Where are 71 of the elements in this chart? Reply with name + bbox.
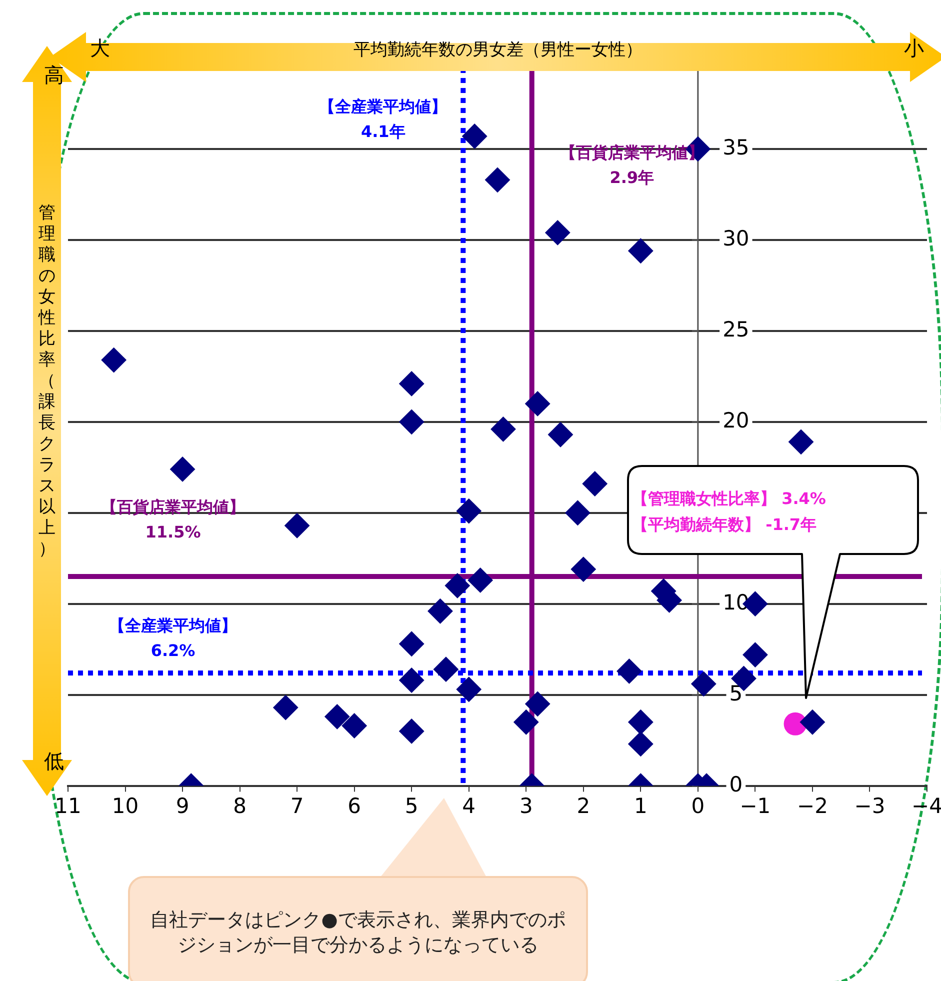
point xyxy=(399,409,424,434)
point xyxy=(800,710,825,735)
text: 管理職の女性比率（課長クラス以上） xyxy=(38,203,56,559)
point xyxy=(691,671,716,696)
point xyxy=(545,220,570,246)
point xyxy=(788,429,814,454)
point xyxy=(324,704,350,730)
x-tick-label: 0 xyxy=(691,794,705,818)
point xyxy=(342,713,367,738)
x-tick-label: 10 xyxy=(112,794,139,818)
x-tick-label: 4 xyxy=(462,794,476,818)
ref-line-label: 【全産業平均値】 4.1年 xyxy=(319,97,448,142)
x-tick-label: 11 xyxy=(54,794,82,818)
point xyxy=(456,676,482,702)
point xyxy=(462,124,488,149)
point xyxy=(428,598,453,624)
point xyxy=(485,167,510,192)
point xyxy=(616,658,642,684)
point xyxy=(468,568,493,593)
x-tick-label: 3 xyxy=(519,794,533,818)
text: 低 xyxy=(44,748,64,775)
x-tick-label: 2 xyxy=(576,794,590,818)
point xyxy=(399,718,424,744)
y-tick-label: 20 xyxy=(722,408,750,432)
point xyxy=(525,391,550,416)
x-tick-label: −4 xyxy=(912,794,941,818)
point xyxy=(514,710,539,735)
point xyxy=(742,642,768,668)
x-tick-label: −1 xyxy=(740,794,771,818)
y-tick-label: 5 xyxy=(729,681,743,706)
point xyxy=(525,691,550,716)
x-tick-label: 6 xyxy=(348,794,362,818)
point xyxy=(570,556,596,582)
x-axis-title: 平均勤続年数の男女差（男性ー女性） xyxy=(354,40,642,60)
point xyxy=(284,513,310,538)
ref-line-label: 【百貨店業平均値】 11.5% xyxy=(101,498,245,542)
point xyxy=(582,471,608,496)
x-tick-label: 8 xyxy=(233,794,246,818)
point xyxy=(628,710,654,735)
text: 高 xyxy=(44,62,64,89)
point xyxy=(399,668,424,693)
annotation: 小 xyxy=(904,35,924,62)
point xyxy=(628,731,654,756)
annotation: 【管理職女性比率】 3.4% xyxy=(632,488,827,510)
x-tick-label: 9 xyxy=(176,794,190,818)
point xyxy=(101,348,126,373)
point xyxy=(444,573,470,598)
x-tick-label: 7 xyxy=(290,794,304,818)
y-tick-label: 0 xyxy=(729,772,743,796)
annotation: 【平均勤続年数】 -1.7年 xyxy=(632,514,818,536)
y-tick-label: 30 xyxy=(722,226,750,250)
annotation: 大 xyxy=(90,35,110,62)
point xyxy=(548,422,573,448)
x-tick-label: −3 xyxy=(854,794,886,818)
point xyxy=(170,456,196,482)
point xyxy=(490,416,516,442)
point xyxy=(565,500,590,526)
point xyxy=(399,371,424,396)
point xyxy=(784,712,807,736)
text: 自社データはピンク●で表示され、業界内でのポジションが一目で分かるようになっている xyxy=(149,908,567,958)
point xyxy=(628,238,654,264)
point xyxy=(399,631,424,656)
x-tick-label: 1 xyxy=(634,794,648,818)
y-tick-label: 25 xyxy=(722,317,750,342)
x-tick-label: 5 xyxy=(404,794,418,818)
point xyxy=(433,656,458,682)
y-tick-label: 35 xyxy=(722,135,750,160)
x-tick-label: −2 xyxy=(796,794,828,818)
ref-line-label: 【全産業平均値】 6.2% xyxy=(109,616,237,660)
point xyxy=(273,695,298,720)
point xyxy=(456,498,482,524)
